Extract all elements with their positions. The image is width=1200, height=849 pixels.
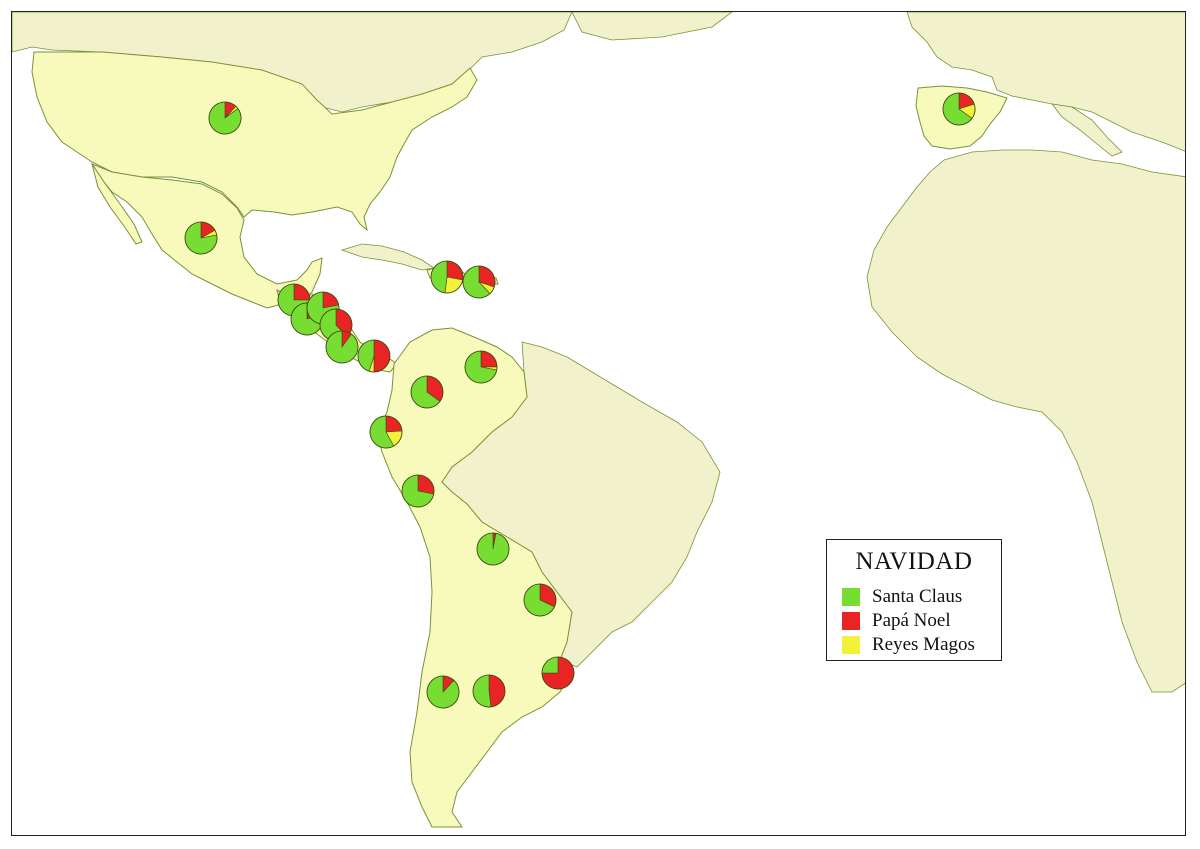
pie-outline-venezuela xyxy=(464,350,498,384)
pie-outline-bolivia xyxy=(476,532,510,566)
legend-label-reyes-magos: Reyes Magos xyxy=(872,634,975,655)
pie-colombia xyxy=(410,375,444,409)
legend-label-papa-noel: Papá Noel xyxy=(872,610,951,631)
usa-land xyxy=(31,51,478,232)
legend-item-reyes-magos: Reyes Magos xyxy=(842,634,975,656)
legend-swatch-reyes-magos xyxy=(842,636,860,654)
pie-outline-argentina xyxy=(472,674,506,708)
baja-land xyxy=(91,163,143,245)
pie-paraguay xyxy=(523,583,557,617)
legend-item-papa-noel: Papá Noel xyxy=(842,610,951,632)
pie-outline-dominican-republic xyxy=(430,260,464,294)
pie-outline-mexico xyxy=(184,221,218,255)
pie-outline-ecuador xyxy=(369,415,403,449)
pie-outline-puerto-rico xyxy=(462,265,496,299)
pie-peru xyxy=(401,474,435,508)
pie-chile xyxy=(426,675,460,709)
legend-item-santa-claus: Santa Claus xyxy=(842,586,962,608)
pie-puerto-rico xyxy=(462,265,496,299)
pie-spain xyxy=(942,92,976,126)
map-frame: NAVIDAD Santa Claus Papá Noel Reyes Mago… xyxy=(11,11,1186,836)
pie-outline-costa-rica xyxy=(325,330,359,364)
pie-united-states xyxy=(208,101,242,135)
legend-label-santa-claus: Santa Claus xyxy=(872,586,963,607)
pie-argentina xyxy=(472,674,506,708)
pie-slice-dominican-republic-reyes-magos xyxy=(444,276,464,294)
pie-uruguay xyxy=(541,656,575,690)
pie-outline-paraguay xyxy=(523,583,557,617)
legend: NAVIDAD Santa Claus Papá Noel Reyes Mago… xyxy=(826,539,1002,661)
canada-land xyxy=(12,12,573,113)
pie-slice-dominican-republic-santa-claus xyxy=(430,260,448,294)
legend-swatch-papa-noel xyxy=(842,612,860,630)
land-layer xyxy=(12,12,1185,828)
pie-outline-panama xyxy=(357,339,391,373)
map-canvas xyxy=(12,12,1185,828)
pie-outline-uruguay xyxy=(541,656,575,690)
legend-title: NAVIDAD xyxy=(855,548,973,575)
pie-panama xyxy=(357,339,391,373)
pie-outline-peru xyxy=(401,474,435,508)
arctic-land xyxy=(571,12,733,41)
pie-mexico xyxy=(184,221,218,255)
africa-land xyxy=(866,149,1185,693)
pie-costa-rica xyxy=(325,330,359,364)
pie-outline-united-states xyxy=(208,101,242,135)
cuba-land xyxy=(340,243,436,271)
pie-ecuador xyxy=(369,415,403,449)
pie-venezuela xyxy=(464,350,498,384)
pie-outline-spain xyxy=(942,92,976,126)
pie-slice-dominican-republic-papá-noel xyxy=(446,260,464,281)
pie-dominican-republic xyxy=(430,260,464,294)
legend-swatch-santa-claus xyxy=(842,588,860,606)
pies-layer xyxy=(184,92,976,709)
europe-land xyxy=(906,12,1185,152)
pie-outline-chile xyxy=(426,675,460,709)
pie-outline-colombia xyxy=(410,375,444,409)
pie-bolivia xyxy=(476,532,510,566)
south-america-spanish-land xyxy=(377,327,573,828)
italy-land xyxy=(1051,103,1123,157)
